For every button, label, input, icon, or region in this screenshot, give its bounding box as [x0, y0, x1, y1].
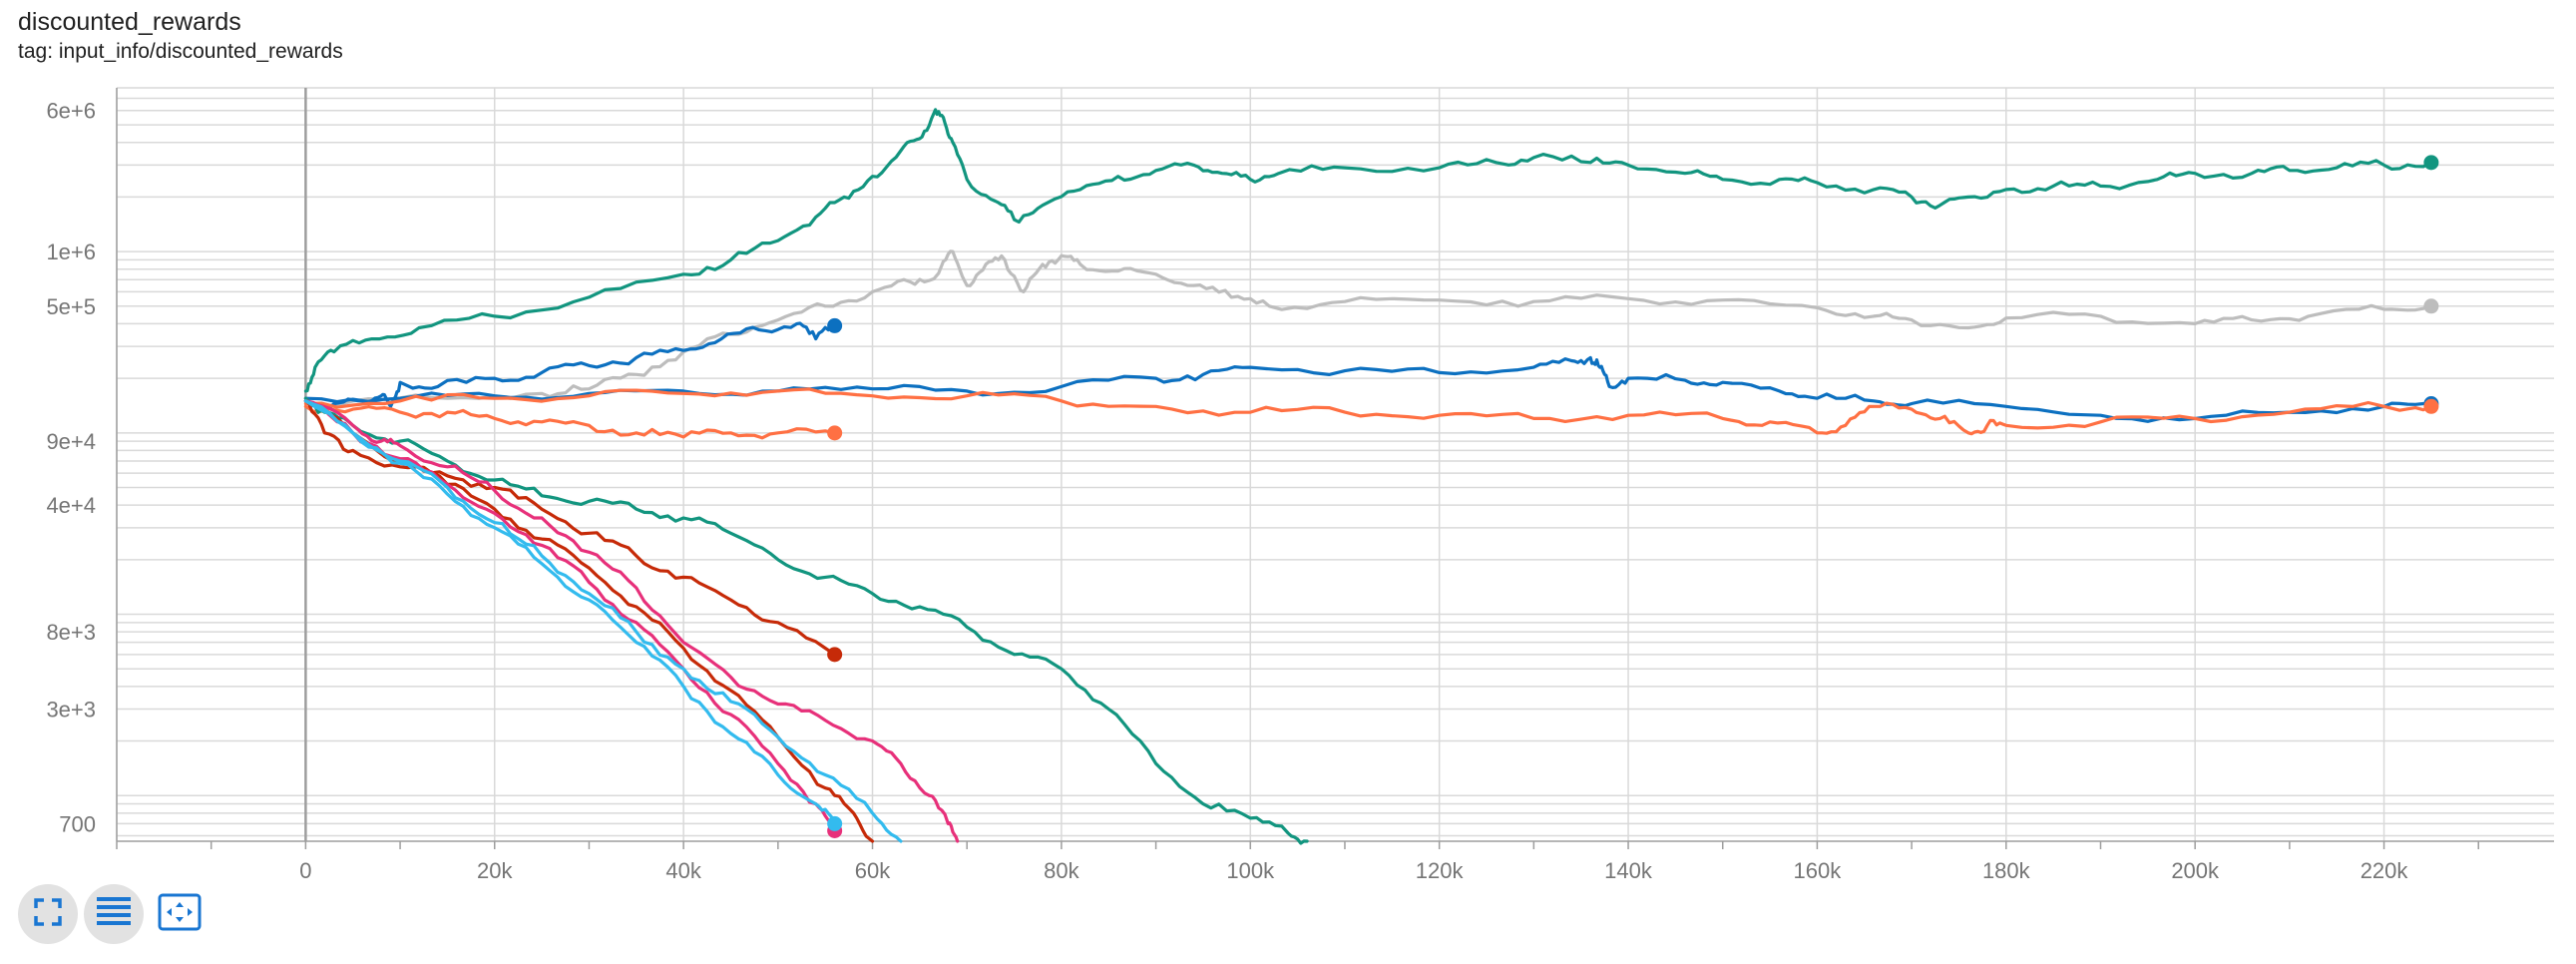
toggle-log-scale-button[interactable] [84, 884, 144, 944]
series-line-8[interactable] [303, 399, 837, 657]
series-end-marker-1[interactable] [2423, 155, 2439, 171]
series-line-1[interactable] [303, 108, 2433, 393]
y-tick-label: 8e+3 [46, 620, 96, 645]
chart-title: discounted_rewards [18, 8, 241, 36]
x-tick-label: 220k [2361, 858, 2409, 878]
series-end-marker-12[interactable] [827, 815, 843, 831]
fit-domain-button[interactable] [150, 884, 210, 944]
series-line-2[interactable] [303, 249, 2433, 408]
fit-to-data-icon [158, 893, 202, 936]
y-tick-label: 700 [59, 811, 96, 836]
series-end-marker-5[interactable] [827, 425, 843, 441]
y-tick-label: 5e+5 [46, 294, 96, 319]
x-tick-label: 120k [1416, 858, 1465, 878]
series-line-12[interactable] [303, 399, 837, 825]
series-line-7[interactable] [303, 396, 1309, 845]
x-tick-label: 0 [299, 858, 311, 878]
series-line-6[interactable] [303, 387, 2433, 436]
y-tick-label: 9e+4 [46, 429, 96, 454]
chart-tag: tag: input_info/discounted_rewards [18, 40, 343, 63]
line-chart[interactable]: 0 20k 40k 60k 80k 100k 120k 140k 160k 180k 200k 220… [0, 0, 2576, 878]
x-tick-label: 80k [1044, 858, 1079, 878]
expand-icon [33, 897, 63, 932]
series-end-marker-3[interactable] [827, 317, 843, 333]
lines-icon [97, 896, 131, 932]
x-tick-label: 40k [665, 858, 701, 878]
x-tick-label: 60k [855, 858, 891, 878]
series-line-11[interactable] [303, 399, 960, 843]
y-tick-label: 4e+4 [46, 493, 96, 518]
y-tick-label: 6e+6 [46, 99, 96, 124]
series-line-5[interactable] [303, 404, 837, 440]
x-tick-label: 140k [1604, 858, 1653, 878]
series-end-marker-6[interactable] [2423, 398, 2439, 414]
series-line-13[interactable] [303, 399, 903, 843]
series-layer[interactable] [303, 108, 2439, 845]
series-line-10[interactable] [303, 399, 837, 833]
fullscreen-button[interactable] [18, 884, 78, 944]
series-line-3[interactable] [303, 321, 837, 410]
series-end-marker-2[interactable] [2423, 298, 2439, 314]
series-line-4[interactable] [303, 355, 2433, 423]
series-end-marker-8[interactable] [827, 647, 843, 663]
axis-layer [116, 88, 2554, 849]
tick-layer: 0 20k 40k 60k 80k 100k 120k 140k 160k 180k 200k 220… [46, 99, 2408, 878]
x-tick-label: 160k [1794, 858, 1843, 878]
y-tick-label: 3e+3 [46, 698, 96, 723]
x-tick-label: 200k [2171, 858, 2220, 878]
x-tick-label: 100k [1226, 858, 1275, 878]
x-tick-label: 20k [477, 858, 513, 878]
grid-layer [116, 87, 2554, 841]
x-tick-label: 180k [1982, 858, 2031, 878]
y-tick-label: 1e+6 [46, 240, 96, 264]
